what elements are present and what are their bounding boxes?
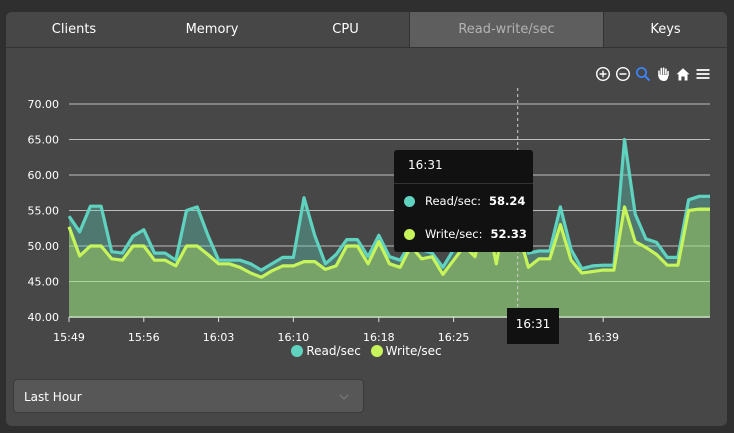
zoom-in-icon[interactable] <box>595 66 611 82</box>
crosshair-x-label: 16:31 <box>507 308 559 344</box>
y-tick-label: 70.00 <box>28 98 60 111</box>
zoom-out-icon[interactable] <box>615 66 631 82</box>
tooltip-row-read: Read/sec: 58.24 <box>404 194 525 208</box>
home-reset-icon[interactable] <box>675 66 691 82</box>
tab-cpu[interactable]: CPU <box>332 22 359 37</box>
tooltip-row-write: Write/sec: 52.33 <box>404 227 527 241</box>
y-tick-label: 55.00 <box>28 205 60 218</box>
pan-hand-icon[interactable] <box>655 66 671 82</box>
chart-legend: Read/sec Write/sec <box>6 344 727 360</box>
tab-memory[interactable]: Memory <box>185 22 239 37</box>
x-tick-label: 16:39 <box>587 331 619 344</box>
write-series-area <box>69 203 710 317</box>
tooltip-write-value: 52.33 <box>490 227 527 241</box>
chart-area[interactable]: 70.00 65.00 60.00 55.00 50.00 45.00 40.00 15:49… <box>6 48 727 378</box>
legend-write[interactable]: Write/sec <box>370 344 442 358</box>
tab-read-write-sec[interactable]: Read-write/sec <box>409 12 604 47</box>
tab-clients[interactable]: Clients <box>51 22 97 37</box>
selection-zoom-icon[interactable] <box>635 66 651 82</box>
y-tick-label: 40.00 <box>28 311 60 324</box>
read-write-chart[interactable]: 70.00 65.00 60.00 55.00 50.00 45.00 40.00 15:49… <box>6 48 727 378</box>
legend-write-marker <box>370 345 383 357</box>
tooltip-title: 16:31 <box>394 150 533 184</box>
write-series-marker <box>404 228 415 240</box>
y-tick-label: 50.00 <box>28 240 60 253</box>
tooltip-write-label: Write/sec: <box>425 227 483 241</box>
legend-read-marker <box>291 345 304 357</box>
menu-icon[interactable] <box>695 66 711 82</box>
stats-panel: Clients Memory CPU Read-write/sec Keys 7… <box>6 12 727 426</box>
y-tick-label: 60.00 <box>28 169 60 182</box>
time-range-value: Last Hour <box>24 390 82 404</box>
legend-write-label: Write/sec <box>385 344 442 358</box>
time-range-select[interactable]: Last Hour <box>13 379 364 413</box>
x-tick-label: 16:25 <box>438 331 470 344</box>
x-tick-label: 16:18 <box>363 331 395 344</box>
x-tick-label: 16:03 <box>203 331 235 344</box>
x-tick-label: 15:49 <box>53 331 85 344</box>
x-tick-label: 15:56 <box>128 331 160 344</box>
legend-read-label: Read/sec <box>306 344 361 358</box>
tab-keys[interactable]: Keys <box>650 22 681 37</box>
read-series-line <box>67 137 710 272</box>
read-series-marker <box>404 195 415 207</box>
y-tick-label: 45.00 <box>28 276 60 289</box>
read-series-area <box>69 139 710 317</box>
chart-tooltip: 16:31 Read/sec: 58.24 Write/sec: 52.33 <box>394 150 533 252</box>
tab-bar: Clients Memory CPU Read-write/sec Keys <box>6 12 727 48</box>
legend-read[interactable]: Read/sec <box>291 344 361 358</box>
chart-toolbar <box>595 66 711 82</box>
tooltip-read-value: 58.24 <box>489 194 526 208</box>
y-tick-label: 65.00 <box>28 134 60 147</box>
tooltip-read-label: Read/sec: <box>425 194 482 208</box>
write-series-line <box>67 201 710 279</box>
chevron-down-icon <box>339 394 349 400</box>
x-tick-label: 16:10 <box>277 331 309 344</box>
